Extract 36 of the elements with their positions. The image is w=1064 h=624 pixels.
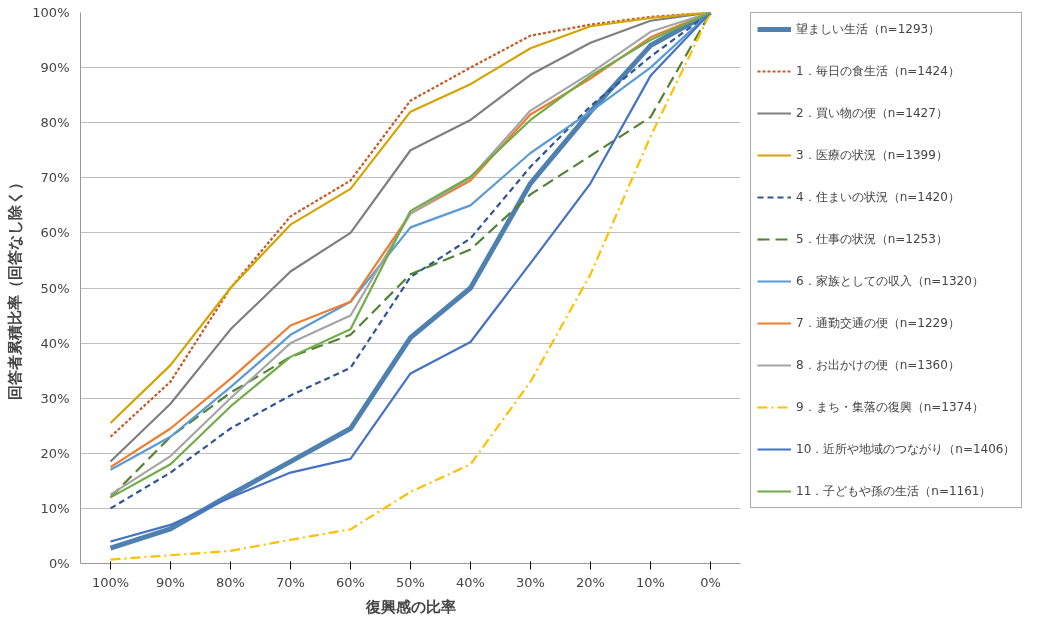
legend-label: 1．毎日の食生活（n=1424） [796,62,960,80]
legend-label: 3．医療の状況（n=1399） [796,146,948,164]
y-tick-label: 50% [40,280,70,296]
y-tick-label: 20% [40,445,70,461]
legend-label: 5．仕事の状況（n=1253） [796,230,948,248]
legend-label: 8．お出かけの便（n=1360） [796,356,960,374]
x-tick-label: 50% [396,574,425,590]
x-tick-label: 100% [91,574,130,590]
x-tick-label: 10% [636,574,665,590]
y-tick-label: 100% [32,5,70,20]
legend-label: 望ましい生活（n=1293） [796,20,941,38]
y-axis-title: 回答者累積比率（回答なし除く） [6,175,25,401]
x-tick-label: 20% [576,574,605,590]
x-axis-title: 復興感の比率 [364,597,456,616]
x-tick-label: 60% [336,574,365,590]
y-tick-label: 0% [48,556,70,571]
x-tick-label: 0% [700,574,721,590]
x-tick-label: 30% [516,574,545,590]
legend-label: 11．子どもや孫の生活（n=1161） [796,482,992,500]
legend-label: 6．家族としての収入（n=1320） [796,272,984,290]
y-tick-label: 70% [40,170,70,186]
y-tick-label: 10% [40,500,70,516]
y-tick-label: 60% [40,225,70,241]
legend-label: 4．住まいの状況（n=1420） [796,188,960,206]
y-tick-label: 80% [40,115,70,131]
x-tick-label: 80% [216,574,245,590]
x-tick-label: 70% [276,574,305,590]
legend-label: 7．通勤交通の便（n=1229） [796,314,960,332]
y-tick-label: 40% [40,335,70,351]
legend-label: 10．近所や地域のつながり（n=1406） [796,440,1016,458]
x-tick-label: 40% [456,574,485,590]
x-tick-label: 90% [156,574,185,590]
legend-label: 9．まち・集落の復興（n=1374） [796,398,984,416]
y-tick-label: 90% [40,60,70,76]
y-tick-label: 30% [40,390,70,406]
legend-label: 2．買い物の便（n=1427） [796,104,948,122]
